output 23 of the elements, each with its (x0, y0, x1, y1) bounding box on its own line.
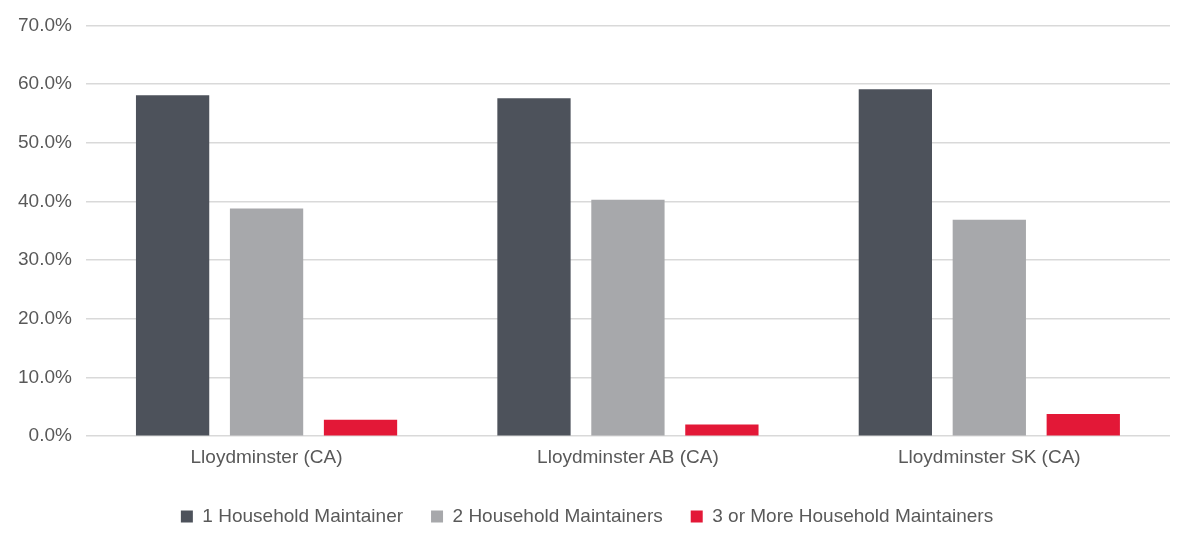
bar (591, 199, 665, 436)
legend-label: 3 or More Household Maintainers (712, 504, 994, 526)
y-tick-label: 20.0% (18, 307, 72, 329)
y-tick-label: 50.0% (18, 131, 72, 153)
bar (323, 419, 398, 436)
y-tick-label: 60.0% (18, 72, 72, 94)
legend-label: 1 Household Maintainer (202, 504, 404, 526)
bar (952, 219, 1026, 436)
y-tick-label: 30.0% (18, 248, 72, 270)
bar (858, 89, 932, 436)
x-tick-label: Lloydminster AB (CA) (537, 445, 719, 467)
bar (1046, 413, 1120, 436)
bar (497, 98, 571, 436)
bar (135, 95, 210, 436)
legend-label: 2 Household Maintainers (452, 504, 663, 526)
y-tick-label: 70.0% (18, 13, 72, 35)
y-tick-label: 10.0% (18, 365, 72, 387)
bar (229, 208, 304, 436)
x-tick-label: Lloydminster SK (CA) (897, 445, 1081, 467)
bar (685, 424, 759, 436)
x-tick-label: Lloydminster (CA) (190, 445, 343, 467)
y-tick-label: 0.0% (28, 424, 72, 446)
y-tick-label: 40.0% (18, 189, 72, 211)
